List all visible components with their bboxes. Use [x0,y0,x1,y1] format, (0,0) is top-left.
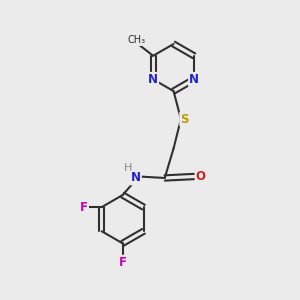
Text: N: N [189,73,199,86]
Text: H: H [124,163,133,173]
Text: F: F [118,256,127,269]
Text: N: N [131,172,141,184]
Text: N: N [148,73,158,86]
Text: CH₃: CH₃ [127,35,146,45]
Text: S: S [180,112,189,126]
Text: O: O [196,170,206,183]
Text: F: F [80,201,88,214]
